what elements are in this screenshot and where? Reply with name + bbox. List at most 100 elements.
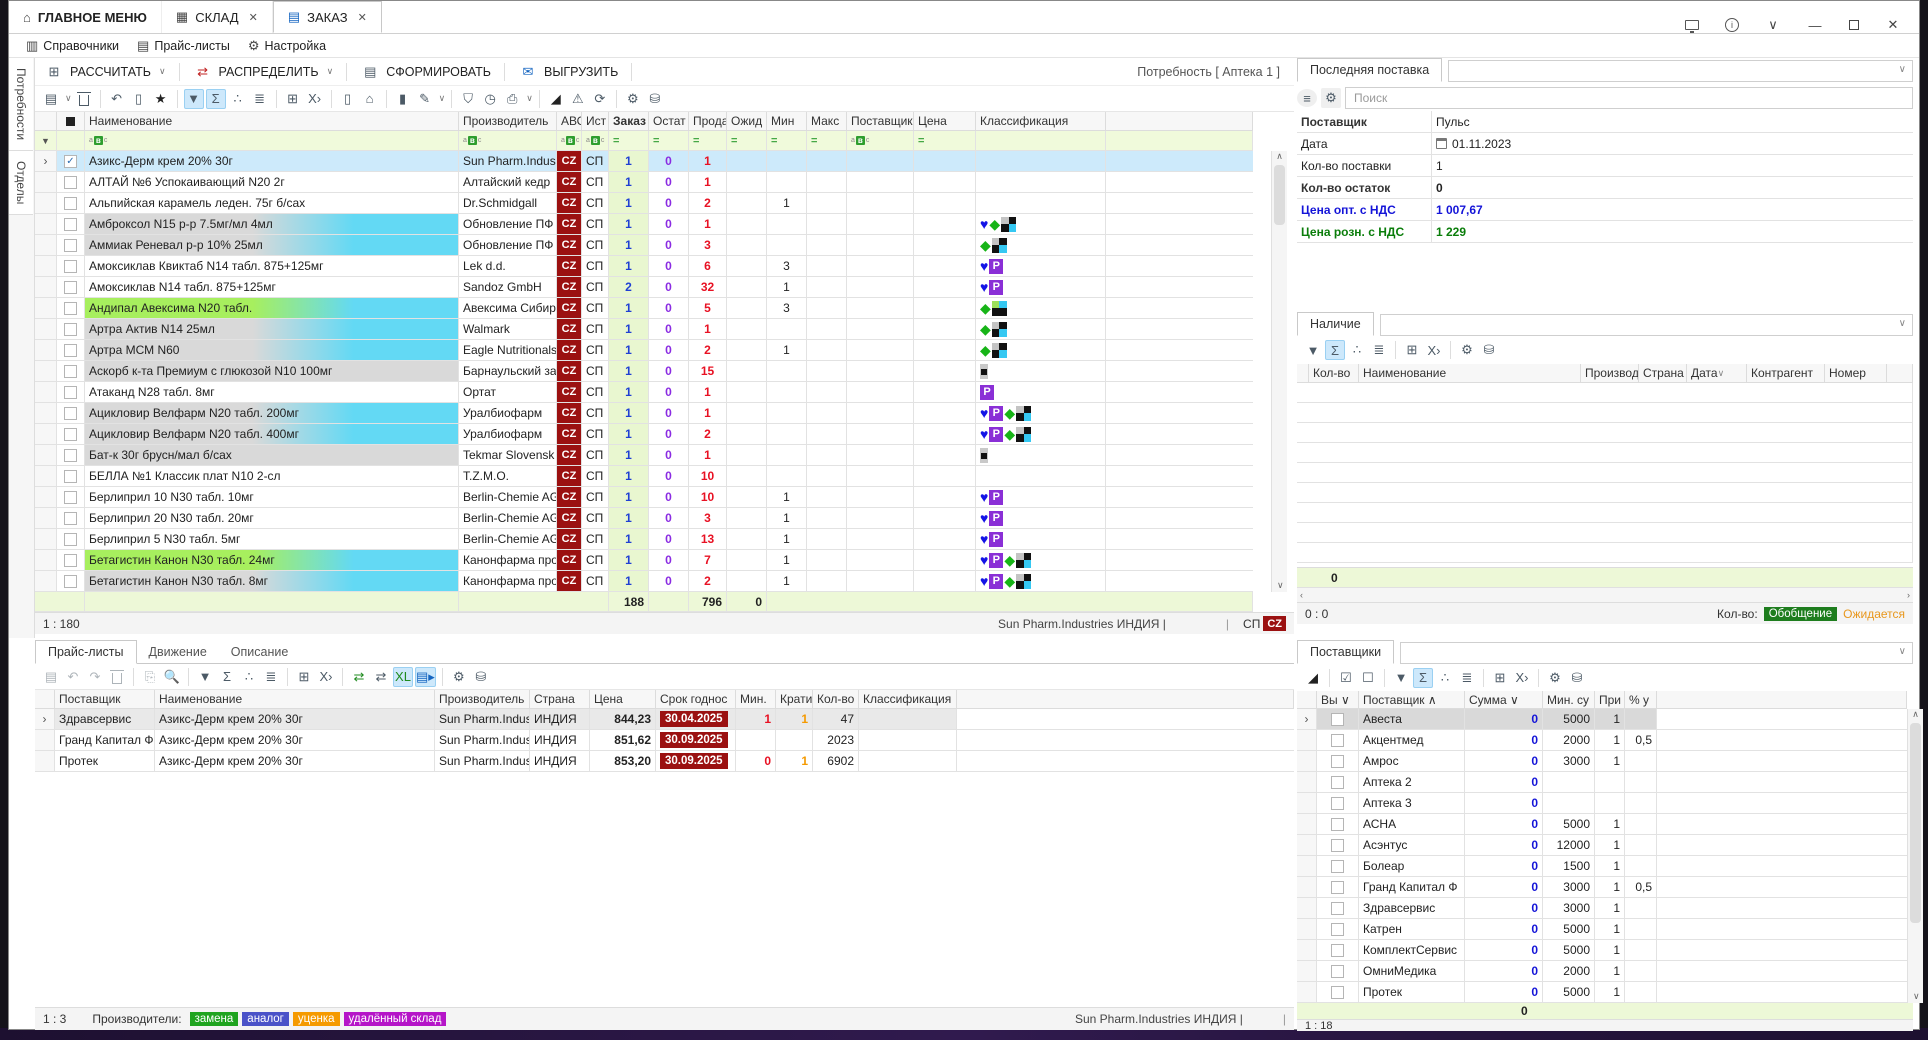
checkbox-cell[interactable] [1317,898,1359,919]
totals-icon[interactable]: Σ [1413,667,1433,688]
detail-value[interactable]: 1 [1432,155,1913,177]
checkbox-cell[interactable] [57,361,85,382]
product-name-cell[interactable]: Артра Актив N14 25мл [85,319,459,340]
checkbox-cell[interactable] [57,466,85,487]
checkbox-cell[interactable] [1317,709,1359,730]
filter-cell[interactable]: = [649,131,689,151]
order-qty-cell[interactable]: 1 [609,508,649,529]
supplier-cell[interactable] [847,193,914,214]
price-cell[interactable] [914,466,976,487]
row-checkbox[interactable] [64,490,77,504]
column-header[interactable]: Поставщик [847,112,914,131]
favorites-icon[interactable]: ★ [154,90,167,106]
price-cell[interactable] [914,445,976,466]
table-row[interactable] [1297,463,1913,483]
warning-icon[interactable]: ⚠ [571,90,584,106]
view-settings-icon[interactable]: ⚙ [452,668,465,684]
column-header[interactable]: Производитель [459,112,557,131]
table-row[interactable]: Протек 0 5000 1 [1297,982,1907,1003]
table-row[interactable]: Амоксиклав N14 табл. 875+125мг Sandoz Gmb… [35,277,1294,298]
table-row[interactable]: Кол-во поставки 1 [1297,155,1913,177]
table-row[interactable]: Берлиприл 5 N30 табл. 5мг Berlin-Chemie A… [35,529,1294,550]
column-header[interactable]: Цена [914,112,976,131]
product-name-cell[interactable]: Берлиприл 10 N30 табл. 10мг [85,487,459,508]
product-name-cell[interactable]: Артра МСМ N60 [85,340,459,361]
uncheck-all-icon[interactable]: ☐ [1362,669,1374,685]
detail-value[interactable]: Пульс [1432,111,1913,133]
order-qty-cell[interactable]: 1 [609,193,649,214]
supplier-name-cell[interactable]: Аптека 2 [1359,772,1465,793]
export-excel-icon[interactable]: X› [308,91,322,106]
column-header[interactable] [1887,364,1913,383]
column-header[interactable]: Срок годнос [656,690,736,709]
supplier-name-cell[interactable]: Катрен [1359,919,1465,940]
supplier-name-cell[interactable]: Амрос [1359,751,1465,772]
row-checkbox[interactable] [1331,754,1344,768]
order-qty-cell[interactable]: 1 [609,466,649,487]
totals-icon[interactable]: Σ [222,669,232,684]
calculate-button[interactable]: ⊞ РАССЧИТАТЬ ∨ [35,59,175,85]
order-qty-cell[interactable]: 1 [609,172,649,193]
scroll-right-icon[interactable]: › [1907,590,1910,600]
table-row[interactable]: Кол-во остаток 0 [1297,177,1913,199]
table-row[interactable]: Болеар 0 1500 1 [1297,856,1907,877]
row-indicator[interactable] [1297,730,1317,751]
row-indicator[interactable] [1297,772,1317,793]
supplier-cell[interactable] [847,256,914,277]
supplier-cell[interactable] [847,508,914,529]
table-row[interactable]: Бетагистин Канон N30 табл. 24мг Канонфарм… [35,550,1294,571]
row-indicator[interactable] [35,256,57,277]
supplier-cell[interactable] [847,403,914,424]
table-row[interactable]: Гранд Капитал Ф 0 3000 1 0,5 [1297,877,1907,898]
row-indicator[interactable] [35,529,57,550]
row-indicator[interactable]: › [35,151,57,172]
product-name-cell[interactable]: Атаканд N28 табл. 8мг [85,382,459,403]
checkbox-cell[interactable] [57,172,85,193]
maker-cell[interactable]: Ортат [459,382,557,403]
product-name-cell[interactable]: Азикс-Дерм крем 20% 30г [155,751,435,772]
tab-movement[interactable]: Движение [136,641,219,664]
supplier-cell[interactable] [847,487,914,508]
row-checkbox[interactable] [64,217,77,231]
row-indicator[interactable] [1297,940,1317,961]
table-row[interactable]: НаименованиеПроизводительАВСИстЗаказОста… [35,112,1294,131]
order-qty-cell[interactable]: 1 [609,319,649,340]
checkbox-cell[interactable] [1317,730,1359,751]
column-header[interactable]: Ожид [727,112,767,131]
column-header[interactable]: АВС [557,112,582,131]
database-refresh-icon[interactable]: ⛁ [649,90,661,106]
maker-cell[interactable]: Уралбиофарм [459,424,557,445]
checkbox-cell[interactable] [57,340,85,361]
table-row[interactable]: Бетагистин Канон N30 табл. 8мг Канонфарма… [35,571,1294,592]
checkbox-cell[interactable] [57,550,85,571]
row-checkbox[interactable] [64,532,77,546]
export-excel-icon[interactable]: X› [1427,342,1441,358]
row-indicator[interactable] [35,214,57,235]
detail-value[interactable]: 1 007,67 [1432,199,1913,221]
checkbox-cell[interactable] [57,382,85,403]
column-header[interactable]: Наименование [85,112,459,131]
product-name-cell[interactable]: Бат-к 30г брусн/мал б/сах [85,445,459,466]
column-header[interactable]: Вы ∨ [1317,691,1359,709]
row-indicator[interactable] [1297,835,1317,856]
row-checkbox[interactable] [64,448,77,462]
tab-zakaz[interactable]: ▤ ЗАКАЗ ✕ [272,1,382,33]
supplier-cell[interactable] [847,529,914,550]
select-all-cell[interactable] [57,112,85,131]
row-checkbox[interactable] [64,364,77,378]
checkbox-cell[interactable] [1317,856,1359,877]
supplier-cell[interactable] [847,445,914,466]
table-row[interactable]: Берлиприл 10 N30 табл. 10мг Berlin-Chemie… [35,487,1294,508]
maker-cell[interactable]: T.Z.M.O. [459,466,557,487]
table-row[interactable]: Поставщик Пульс [1297,111,1913,133]
filter-icon[interactable]: ▼ [183,88,204,109]
detail-value[interactable]: 1 229 [1432,221,1913,243]
maker-cell[interactable]: Sandoz GmbH [459,277,557,298]
column-header[interactable]: Кол-во [1309,364,1359,383]
row-checkbox[interactable] [64,238,77,252]
supplier-cell[interactable] [847,172,914,193]
